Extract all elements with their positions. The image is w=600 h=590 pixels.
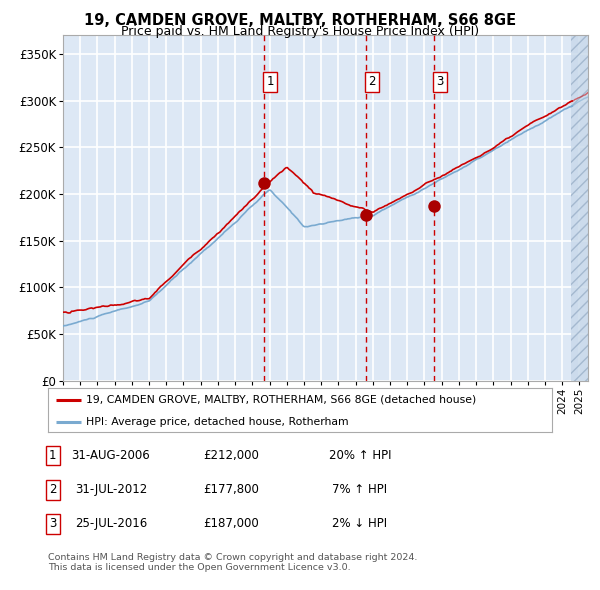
Text: 2: 2 (368, 76, 376, 88)
Text: £187,000: £187,000 (203, 517, 259, 530)
Text: 19, CAMDEN GROVE, MALTBY, ROTHERHAM, S66 8GE: 19, CAMDEN GROVE, MALTBY, ROTHERHAM, S66… (84, 13, 516, 28)
Text: 3: 3 (49, 517, 56, 530)
Text: 3: 3 (437, 76, 444, 88)
Text: 31-AUG-2006: 31-AUG-2006 (71, 449, 151, 462)
Text: 2: 2 (49, 483, 56, 496)
Text: 1: 1 (49, 449, 56, 462)
Text: 7% ↑ HPI: 7% ↑ HPI (332, 483, 388, 496)
Text: 31-JUL-2012: 31-JUL-2012 (75, 483, 147, 496)
Text: Price paid vs. HM Land Registry's House Price Index (HPI): Price paid vs. HM Land Registry's House … (121, 25, 479, 38)
Text: Contains HM Land Registry data © Crown copyright and database right 2024.: Contains HM Land Registry data © Crown c… (48, 553, 418, 562)
Text: This data is licensed under the Open Government Licence v3.0.: This data is licensed under the Open Gov… (48, 563, 350, 572)
Text: HPI: Average price, detached house, Rotherham: HPI: Average price, detached house, Roth… (86, 417, 349, 427)
Text: £212,000: £212,000 (203, 449, 259, 462)
Text: 20% ↑ HPI: 20% ↑ HPI (329, 449, 391, 462)
Text: 25-JUL-2016: 25-JUL-2016 (75, 517, 147, 530)
Text: 19, CAMDEN GROVE, MALTBY, ROTHERHAM, S66 8GE (detached house): 19, CAMDEN GROVE, MALTBY, ROTHERHAM, S66… (86, 395, 476, 405)
Text: £177,800: £177,800 (203, 483, 259, 496)
Bar (571, 35, 588, 381)
Text: 1: 1 (266, 76, 274, 88)
Text: 2% ↓ HPI: 2% ↓ HPI (332, 517, 388, 530)
